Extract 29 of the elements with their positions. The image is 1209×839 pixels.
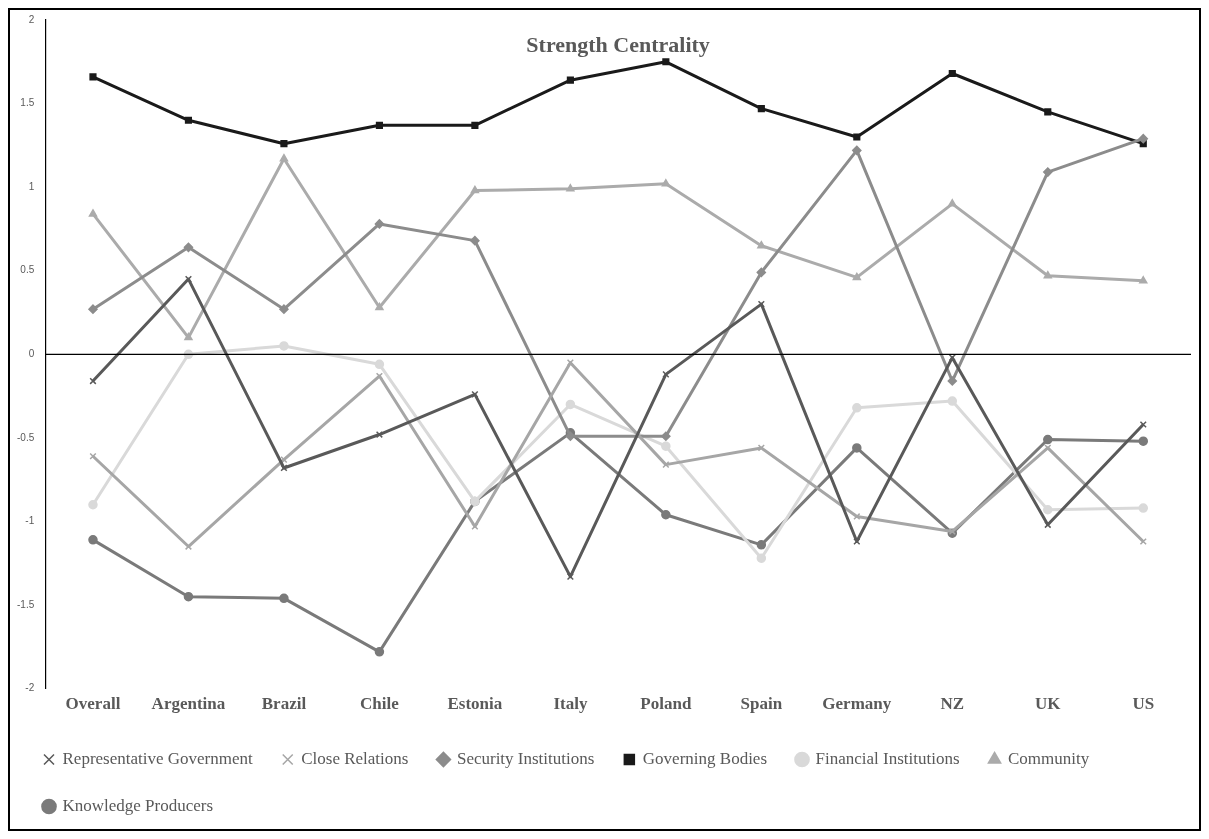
x-tick-label: Chile (360, 694, 400, 714)
y-tick-label: 0 (28, 348, 35, 360)
x-tick-label: Argentina (151, 694, 226, 714)
x-tick-label: Italy (553, 694, 588, 714)
x-tick-label: US (1132, 694, 1155, 714)
y-tick-label: 2 (28, 13, 35, 25)
y-tick-label: -1.5 (17, 598, 35, 610)
y-tick-label: -1 (25, 515, 35, 527)
text: Strength Centrality (526, 31, 710, 57)
legend-label: Knowledge Producers (62, 795, 214, 815)
x-tick-label: UK (1035, 694, 1062, 714)
x-tick-label: NZ (940, 694, 965, 714)
legend-label: Security Institutions (456, 748, 595, 768)
x-tick-label: Poland (640, 694, 692, 714)
y-tick-label: 1 (28, 180, 35, 192)
x-tick-label: Overall (65, 694, 121, 714)
legend-label: Representative Government (62, 748, 254, 768)
legend-label: Community (1008, 748, 1090, 768)
legend-label: Close Relations (301, 748, 409, 768)
x-tick-label: Estonia (447, 694, 503, 714)
legend-label: Financial Institutions (815, 748, 960, 768)
y-tick-label: -2 (25, 682, 35, 694)
x-tick-label: Germany (822, 694, 892, 714)
x-tick-label: Brazil (261, 694, 307, 714)
y-tick-label: 1.5 (20, 97, 35, 109)
legend-label: Governing Bodies (642, 748, 768, 768)
x-tick-label: Spain (740, 694, 783, 714)
y-tick-label: 0.5 (20, 264, 35, 276)
y-tick-label: -0.5 (17, 431, 35, 443)
